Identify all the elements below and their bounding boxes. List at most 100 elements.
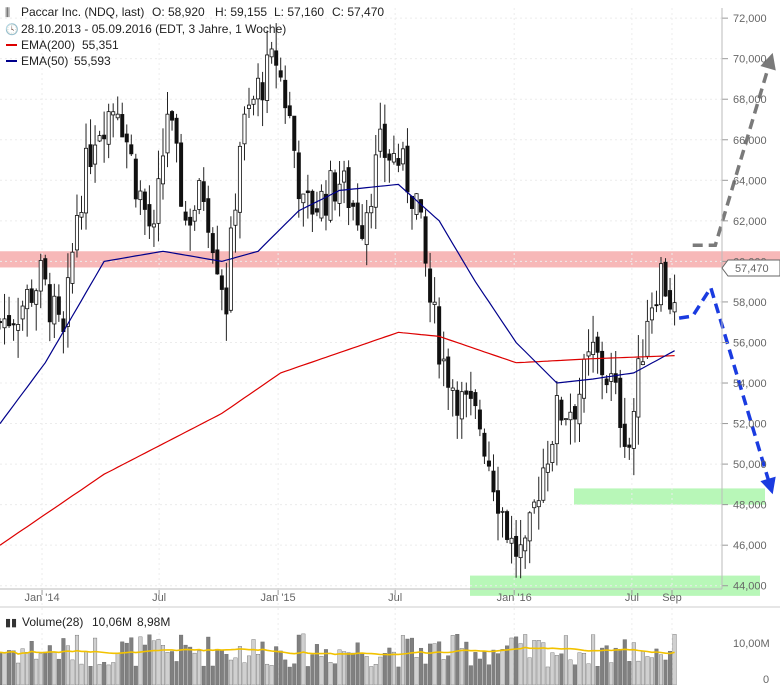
candle-body: [432, 301, 437, 305]
candle-body: [640, 361, 645, 365]
volume-bar: [514, 636, 519, 685]
candle-body: [20, 305, 25, 320]
y-tick-label: 54,000: [733, 378, 767, 390]
candle-body: [183, 211, 188, 221]
candle-body: [428, 268, 433, 303]
volume-bar: [672, 634, 677, 685]
volume-bar: [102, 661, 107, 685]
candle-body: [188, 216, 193, 226]
candle-body: [509, 537, 514, 544]
volume-header: ▮▮ Volume(28) 10,06M 8,98M: [5, 615, 170, 629]
y-tick-label: 56,000: [733, 337, 767, 349]
volume-bar: [382, 653, 387, 685]
volume-bar: [541, 642, 546, 685]
price-grid: [0, 17, 722, 587]
x-tick-label: Jul: [388, 592, 402, 604]
candle-body: [142, 191, 147, 210]
candle-body: [649, 307, 654, 321]
candle-body: [550, 443, 555, 463]
volume-bar: [437, 641, 442, 685]
volume-bar: [563, 635, 568, 685]
volume-bar: [627, 661, 632, 685]
candle-body: [500, 510, 505, 513]
candle-body: [482, 432, 487, 457]
ema200-line: [0, 331, 675, 546]
volume-value: 10,06M: [92, 615, 132, 629]
candle-body: [333, 172, 338, 202]
candle-body: [631, 410, 636, 449]
candle-body: [115, 113, 120, 119]
volume-bar: [206, 636, 211, 685]
volume-bar: [645, 656, 650, 685]
y-tick-label: 66,000: [733, 135, 767, 147]
candle-body: [0, 321, 3, 324]
candle-body: [206, 198, 211, 233]
candle-body: [43, 258, 48, 280]
candle-body: [455, 389, 460, 416]
x-tick-label: Jul: [625, 592, 639, 604]
volume-bar: [106, 664, 111, 685]
volume-bar: [56, 658, 61, 685]
candle-body: [133, 158, 138, 200]
volume-bar: [505, 645, 510, 685]
volume-bar: [527, 657, 532, 685]
volume-bar: [79, 663, 84, 685]
volume-bar: [65, 645, 70, 685]
candle-body: [74, 215, 79, 251]
volume-bar: [188, 646, 193, 685]
candle-body: [129, 144, 134, 155]
volume-bar: [278, 650, 283, 685]
volume-bar: [147, 634, 152, 685]
volume-bar: [265, 663, 270, 685]
candle-body: [387, 153, 392, 161]
candle-body: [568, 411, 573, 421]
candle-body: [622, 423, 627, 447]
candle-body: [88, 144, 93, 168]
volume-bar: [536, 640, 541, 685]
candle-body: [473, 392, 478, 407]
candlesticks: [0, 23, 677, 579]
resistance-zone: [0, 251, 780, 268]
instrument-title: Paccar Inc. (NDQ, last): [21, 5, 144, 19]
candle-body: [29, 288, 34, 303]
volume-bar: [550, 652, 555, 685]
volume-bar: [7, 650, 12, 685]
volume-bar: [491, 649, 496, 685]
candle-body: [423, 216, 428, 264]
candle-body: [396, 158, 401, 166]
volume-bar: [170, 651, 175, 685]
volume-bar: [251, 639, 256, 685]
candle-body: [572, 406, 577, 420]
candle-body: [65, 277, 70, 327]
candle-body: [70, 251, 75, 284]
volume-bar: [215, 648, 220, 685]
volume-bar: [464, 641, 469, 685]
volume-bar: [446, 655, 451, 685]
ema50-legend-label: EMA(50): [21, 54, 68, 68]
volume-bar: [455, 634, 460, 685]
volume-bar: [654, 648, 659, 685]
candle-body: [219, 275, 224, 290]
volume-bar: [52, 652, 57, 685]
candle-body: [355, 202, 360, 226]
candle-body: [378, 128, 383, 152]
chart-header: ⫼ Paccar Inc. (NDQ, last) O: 58,920 H: 5…: [5, 5, 384, 68]
candle-body: [38, 260, 43, 292]
candle-body: [224, 287, 229, 315]
volume-bar: [192, 652, 197, 685]
volume-average-line: [0, 646, 675, 656]
volume-bar: [120, 641, 125, 685]
volume-bar: [591, 634, 596, 685]
volume-bar: [11, 650, 16, 685]
candle-body: [274, 50, 279, 66]
y-tick-label: 44,000: [733, 581, 767, 593]
volume-bar: [604, 645, 609, 685]
candle-body: [486, 460, 491, 467]
candle-body: [523, 537, 528, 552]
volume-bar: [287, 666, 292, 685]
volume-bar: [387, 647, 392, 685]
candle-body: [351, 202, 356, 207]
volume-bar: [2, 653, 7, 685]
x-tick-label: Sep: [662, 592, 682, 604]
candle-body: [106, 111, 111, 145]
